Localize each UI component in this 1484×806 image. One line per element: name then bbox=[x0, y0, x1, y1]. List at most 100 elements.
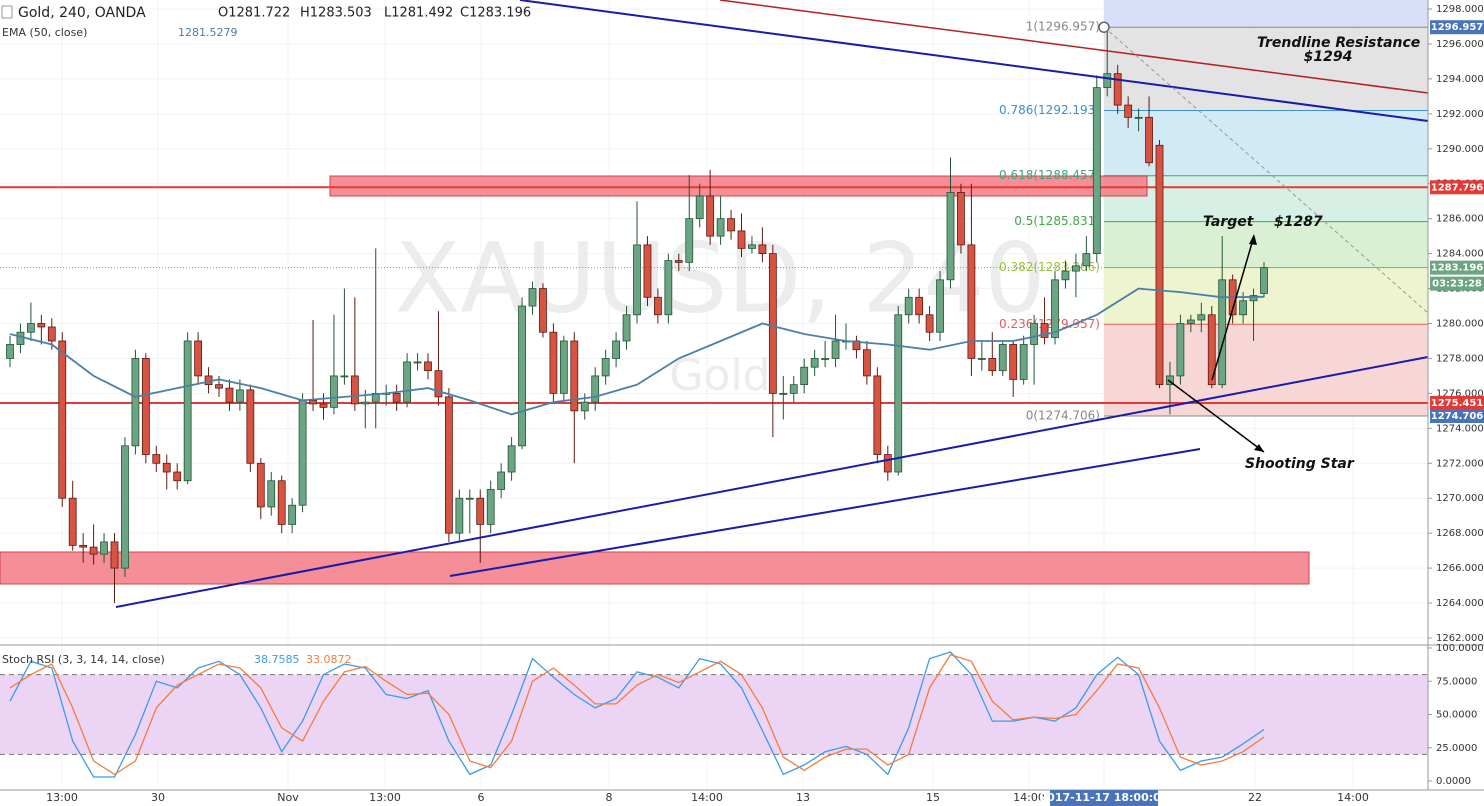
candle-body bbox=[455, 497, 464, 534]
candle-body bbox=[89, 546, 98, 555]
candle-body bbox=[215, 384, 223, 389]
stoch-tick-label: 50.0000 bbox=[1436, 710, 1477, 721]
candle-body bbox=[465, 497, 474, 500]
projection-line bbox=[1103, 26, 1429, 314]
stoch-tick-label: 100.0000 bbox=[1436, 643, 1484, 654]
price-tag bbox=[1430, 260, 1484, 275]
candle-body bbox=[1040, 323, 1049, 338]
candle-body bbox=[26, 323, 35, 333]
candle-body bbox=[298, 399, 307, 506]
candle-body bbox=[330, 375, 338, 408]
candle-body bbox=[361, 401, 370, 405]
x-tick-label: 14:00 bbox=[691, 791, 723, 804]
x-tick-label: 15 bbox=[926, 791, 940, 804]
stoch-tick-label: 0.0000 bbox=[1436, 776, 1471, 787]
arrow bbox=[1211, 235, 1255, 381]
annotation: Shooting Star bbox=[1245, 456, 1355, 472]
x-tick-label: Nov bbox=[277, 791, 299, 804]
candle-body bbox=[664, 260, 673, 316]
y-tick-label: 1274.000 bbox=[1436, 423, 1484, 434]
candle-body bbox=[915, 296, 924, 316]
candle-body bbox=[413, 361, 422, 364]
annotation: $1294 bbox=[1304, 49, 1353, 65]
candle-body bbox=[288, 504, 297, 525]
y-tick-label: 1280.000 bbox=[1436, 319, 1484, 330]
trendline bbox=[519, 0, 1429, 122]
candle-body bbox=[539, 288, 547, 333]
ohlc-value: O1281.722 bbox=[218, 6, 290, 21]
candle-body bbox=[162, 462, 171, 473]
fib-label: 0.5(1285.831) bbox=[1014, 214, 1100, 228]
candle-body bbox=[706, 195, 715, 237]
ohlc-value: L1281.492 bbox=[384, 6, 453, 21]
candle-body bbox=[507, 445, 516, 473]
trendline bbox=[115, 356, 1429, 608]
candle-body bbox=[685, 218, 694, 263]
price-tag bbox=[1430, 20, 1484, 35]
candle-body bbox=[246, 389, 255, 464]
x-tick-label: 6 bbox=[478, 791, 485, 804]
price-tag-label: 1275.451 bbox=[1431, 398, 1484, 409]
candle-body bbox=[1207, 314, 1216, 386]
stoch-title: Stoch RSI (3, 3, 14, 14, close) bbox=[2, 653, 165, 666]
candle-body bbox=[580, 401, 589, 412]
candle-body bbox=[591, 375, 600, 403]
candle-body bbox=[633, 244, 641, 316]
candle-body bbox=[831, 340, 840, 359]
candle-body bbox=[47, 326, 56, 342]
candle-body bbox=[654, 296, 662, 316]
candle-body bbox=[1145, 116, 1153, 164]
candle-body bbox=[559, 340, 568, 394]
fib-label: 0.236(1279.957) bbox=[999, 317, 1100, 331]
candle-body bbox=[946, 192, 955, 281]
candle-body bbox=[256, 462, 265, 508]
y-tick-label: 1276.000 bbox=[1436, 388, 1484, 399]
candle-body bbox=[695, 195, 704, 220]
candle-body bbox=[1061, 270, 1070, 281]
candle-body bbox=[779, 392, 788, 395]
fib-zone bbox=[1104, 221, 1428, 268]
candle-body bbox=[549, 331, 558, 394]
candle-body bbox=[100, 541, 108, 555]
candle-body bbox=[758, 244, 767, 255]
candle-body bbox=[904, 296, 913, 316]
candle-body bbox=[486, 489, 495, 525]
candle-body bbox=[643, 244, 652, 298]
stoch-line bbox=[9, 651, 1265, 778]
candle-body bbox=[977, 358, 986, 360]
candle-body bbox=[528, 288, 537, 307]
candle-body bbox=[1009, 344, 1018, 380]
fib-label: 1(1296.957) bbox=[1026, 20, 1100, 34]
candle-body bbox=[58, 340, 67, 499]
trendline bbox=[719, 0, 1429, 94]
candle-body bbox=[173, 471, 182, 482]
candle-body bbox=[988, 358, 997, 372]
candle-body bbox=[1019, 344, 1028, 380]
x-tick-label: 14:00 bbox=[1013, 791, 1045, 804]
time-highlight bbox=[1050, 790, 1158, 806]
y-tick-label: 1290.000 bbox=[1436, 144, 1484, 155]
candle-body bbox=[737, 230, 746, 249]
y-tick-label: 1278.000 bbox=[1436, 353, 1484, 364]
candle-body bbox=[925, 314, 934, 333]
candle-body bbox=[434, 370, 443, 398]
candle-body bbox=[1134, 116, 1143, 119]
fib-anchor bbox=[1098, 21, 1110, 33]
x-tick-label: 14:00 bbox=[1337, 791, 1369, 804]
candle-body bbox=[727, 218, 735, 232]
ohlc-value: C1283.196 bbox=[460, 6, 531, 21]
legend-value: 38.7585 bbox=[254, 653, 300, 666]
candle-body bbox=[6, 344, 14, 359]
candle-body bbox=[183, 340, 192, 482]
candle-body bbox=[1249, 295, 1258, 302]
y-tick-label: 1296.000 bbox=[1436, 39, 1484, 50]
zone-box bbox=[329, 175, 1148, 197]
stoch-tick-label: 75.0000 bbox=[1436, 676, 1477, 687]
candle-body bbox=[518, 305, 526, 447]
candle-body bbox=[1072, 265, 1080, 272]
stoch-line bbox=[9, 653, 1265, 776]
y-tick-label: 1294.000 bbox=[1436, 74, 1484, 85]
fib-label: 0(1274.706) bbox=[1026, 408, 1100, 422]
